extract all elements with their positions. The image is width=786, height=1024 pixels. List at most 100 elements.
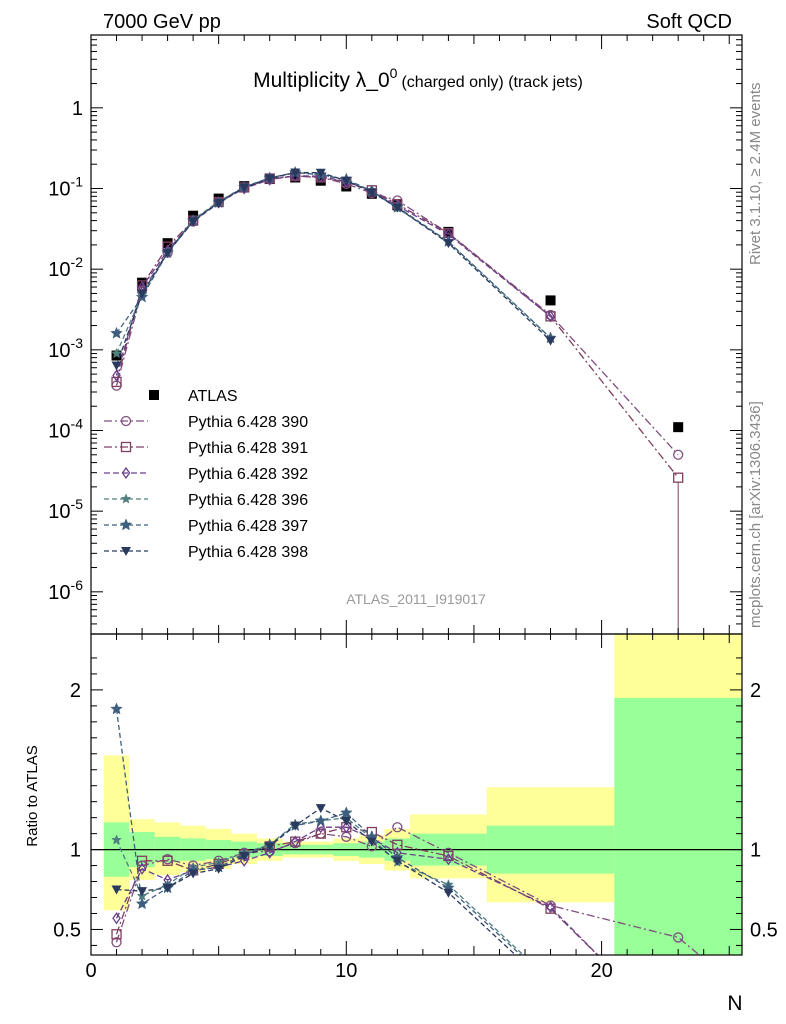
top-ytick-label-base: 10 (48, 420, 70, 442)
ratio-point-p398 (111, 885, 122, 895)
point-p390 (673, 449, 684, 460)
ratio-point-p390 (111, 937, 122, 948)
ratio-point-p392 (239, 854, 249, 867)
legend-label-p396: Pythia 6.428 396 (188, 492, 308, 509)
point-p391 (111, 376, 122, 388)
ratio-point-p397 (339, 806, 353, 819)
point-p398 (264, 174, 275, 184)
top-ytick-label-base: 10 (48, 501, 70, 523)
ratio-point-p397 (135, 897, 149, 910)
side-text-bottom: mcplots.cern.ch [arXiv:1306.3436] (747, 401, 764, 628)
ratio-point-p391 (315, 828, 326, 839)
ratio-bands (91, 634, 742, 955)
top-ytick-label-exp: -2 (71, 254, 84, 270)
xtick-label: 0 (85, 960, 96, 982)
ratio-point-p392 (290, 835, 300, 848)
side-text-top: Rivet 3.1.10, ≥ 2.4M events (747, 83, 764, 266)
ratio-point-p398 (137, 887, 148, 897)
point-p397 (110, 326, 123, 339)
legend-marker-p390 (120, 415, 132, 427)
point-p391 (673, 472, 684, 483)
ratio-point-p391 (392, 839, 403, 850)
point-p396 (111, 347, 122, 359)
legend-marker-p397 (119, 518, 133, 531)
ratio-point-p398 (366, 837, 377, 847)
ratio-panel-frame (90, 633, 743, 956)
point-p398 (341, 176, 352, 186)
xtick-label: 20 (590, 960, 612, 982)
legend: ATLAS Pythia 6.428 390 Pythia 6.428 391 Pyt… (104, 388, 308, 561)
top-ytick-label-base: 10 (48, 340, 70, 362)
ratio-point-p392 (137, 862, 147, 875)
ratio-point-p396 (111, 834, 122, 845)
ratio-ytick-label-right: 1 (750, 840, 761, 862)
point-p398 (545, 336, 556, 346)
ratio-point-p392 (316, 821, 326, 834)
ratio-line-p390 (115, 826, 701, 955)
top-ytick-label-exp: -4 (71, 415, 84, 431)
ratio-point-p398 (188, 869, 199, 879)
top-ytick-label: 1 (72, 98, 83, 120)
legend-label-data: ATLAS (188, 388, 238, 405)
ratio-point-p390 (392, 822, 403, 833)
point-p398 (443, 239, 454, 249)
legend-marker-data (149, 390, 159, 400)
ratio-line-p392 (115, 826, 599, 955)
ratio-ylabel: Ratio to ATLAS (24, 745, 41, 846)
point-p398 (315, 168, 326, 178)
series-line-p391 (115, 175, 679, 479)
ratio-band-inner (614, 697, 742, 955)
top-ytick-label-exp: -6 (71, 577, 84, 593)
ratio-ytick-label: 1 (70, 840, 81, 862)
top-ytick-label-base: 10 (48, 582, 70, 604)
point-p398 (162, 248, 173, 258)
top-series (110, 165, 684, 634)
top-ytick-label: 10-3 (48, 335, 83, 362)
top-ytick-label-exp: -3 (71, 335, 84, 351)
legend-label-p390: Pythia 6.428 390 (188, 414, 308, 431)
title-small: (charged only) (track jets) (401, 74, 582, 91)
ratio-point-p398 (341, 816, 352, 826)
xtick-label: 10 (335, 960, 357, 982)
ratio-point-p398 (162, 883, 173, 893)
point-p398 (111, 361, 122, 371)
series-line-p390 (115, 175, 679, 456)
legend-marker-p396 (120, 493, 132, 504)
ratio-point-p391 (111, 929, 122, 940)
top-ytick-label: 10-1 (48, 174, 83, 201)
legend-label-p392: Pythia 6.428 392 (188, 466, 308, 483)
legend-label-p398: Pythia 6.428 398 (188, 544, 308, 561)
ratio-point-p392 (265, 846, 274, 859)
legend-marker-p391 (120, 441, 132, 453)
point-data (162, 238, 173, 249)
ratio-point-p398 (443, 888, 454, 898)
chart-title: Multiplicity λ_00(charged only) (track j… (253, 65, 583, 92)
ratio-point-p398 (239, 851, 250, 861)
point-data (673, 422, 684, 433)
ratio-series (110, 702, 701, 955)
ratio-point-p398 (315, 804, 326, 814)
ratio-point-p398 (290, 821, 301, 831)
point-p398 (188, 217, 199, 227)
point-p398 (137, 289, 148, 299)
ratio-point-p391 (136, 855, 148, 866)
ratio-point-p397 (110, 702, 123, 715)
ratio-point-p390 (673, 932, 684, 943)
series-line-p392 (115, 175, 551, 376)
point-p392 (546, 310, 555, 323)
top-ytick-label-exp: -1 (71, 174, 84, 190)
ratio-ytick-label-right: 2 (750, 680, 761, 702)
top-ytick-label-base: 10 (48, 179, 70, 201)
analysis-id: ATLAS_2011_I919017 (346, 591, 486, 607)
ratio-point-p392 (112, 912, 121, 925)
top-ytick-label-exp: -5 (71, 496, 84, 512)
ratio-point-p398 (264, 842, 275, 852)
ratio-point-p391 (162, 855, 173, 866)
top-ytick-label: 10-2 (48, 254, 83, 281)
point-data (443, 226, 454, 237)
top-ytick-label: 10-6 (48, 577, 83, 604)
top-ytick-label: 10-5 (48, 496, 83, 523)
x-axis-label: N (727, 992, 742, 1015)
ratio-ytick-label-right: 0.5 (750, 919, 778, 941)
ratio-ytick-label: 0.5 (53, 919, 81, 941)
